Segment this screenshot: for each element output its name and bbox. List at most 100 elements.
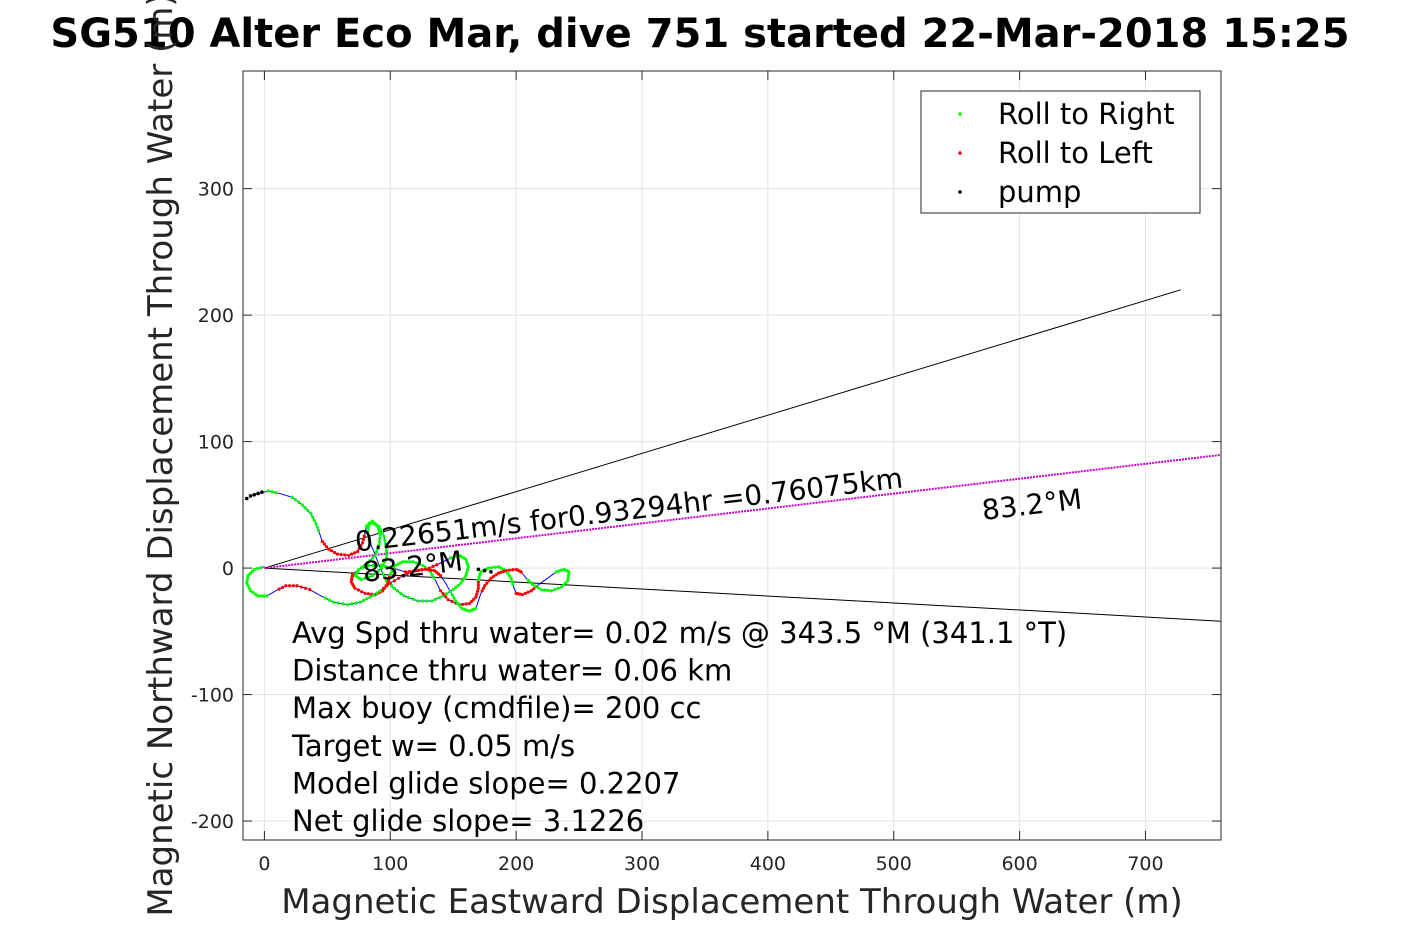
roll-right-point	[376, 524, 380, 528]
roll-left-point	[417, 568, 421, 572]
pump-point	[260, 490, 264, 494]
roll-right-point	[383, 575, 387, 579]
roll-right-point	[496, 565, 501, 569]
pump-point	[482, 568, 487, 573]
roll-left-point	[303, 586, 308, 590]
roll-left-point	[385, 584, 389, 588]
roll-left-point	[361, 537, 366, 541]
roll-left-point	[439, 589, 443, 593]
roll-right-point	[467, 609, 472, 613]
roll-left-point	[491, 574, 496, 579]
legend-marker	[958, 151, 962, 155]
roll-left-point	[464, 602, 468, 606]
roll-right-point	[536, 586, 540, 590]
roll-right-point	[259, 566, 263, 570]
roll-right-point	[297, 500, 301, 504]
roll-right-point	[399, 591, 403, 595]
roll-right-point	[444, 592, 449, 596]
roll-right-point	[507, 574, 512, 578]
roll-right-point	[341, 602, 345, 606]
y-tick-label: 300	[198, 179, 234, 201]
pump-point	[244, 496, 249, 501]
roll-right-point	[357, 567, 361, 571]
roll-left-point	[435, 563, 439, 567]
roll-right-point	[371, 593, 376, 597]
heading-cone-line	[264, 289, 1181, 569]
roll-right-point	[378, 589, 382, 593]
pump-point	[489, 570, 493, 574]
roll-left-point	[335, 552, 340, 556]
roll-right-point	[354, 601, 358, 605]
roll-right-point	[448, 590, 452, 594]
roll-right-point	[303, 506, 307, 510]
roll-right-point	[506, 571, 510, 575]
roll-right-point	[449, 556, 453, 560]
roll-right-point	[452, 555, 456, 559]
roll-right-point	[567, 570, 571, 574]
roll-right-point	[266, 489, 270, 493]
x-tick-label: 100	[372, 853, 408, 875]
roll-left-point	[476, 583, 480, 587]
x-axis-label: Magnetic Eastward Displacement Through W…	[281, 882, 1183, 922]
mean-heading-segment	[264, 453, 1222, 570]
roll-right-point	[250, 569, 254, 574]
roll-right-point	[530, 582, 535, 587]
axes-box	[242, 70, 1222, 841]
roll-left-point	[332, 550, 337, 555]
legend-label: Roll to Left	[998, 136, 1153, 170]
roll-right-point	[382, 534, 386, 539]
roll-right-point	[533, 584, 538, 588]
roll-right-point	[458, 604, 462, 608]
roll-right-point	[554, 570, 559, 574]
roll-right-point	[384, 552, 389, 557]
roll-right-point	[246, 576, 250, 580]
roll-left-point	[287, 584, 292, 588]
heading-cone-lines	[264, 289, 1222, 622]
roll-right-point	[383, 538, 387, 542]
x-tick-label: 0	[258, 853, 270, 875]
roll-right-point	[395, 589, 399, 593]
roll-right-point	[315, 525, 319, 529]
roll-right-point	[510, 579, 514, 583]
summary-note: Model glide slope= 0.2207	[292, 766, 680, 800]
roll-right-point	[396, 562, 400, 566]
roll-right-point	[392, 586, 396, 590]
roll-right-point	[393, 563, 397, 568]
roll-right-point	[361, 598, 366, 603]
roll-right-point	[316, 528, 321, 533]
roll-right-point	[314, 522, 318, 526]
roll-right-point	[375, 563, 379, 568]
roll-right-point	[306, 509, 310, 513]
roll-right-point	[251, 590, 255, 595]
y-axis-label: Magnetic Northward Displacement Through …	[141, 0, 181, 917]
roll-right-point	[460, 579, 465, 583]
roll-left-point	[381, 589, 385, 593]
roll-right-point	[309, 512, 313, 516]
roll-right-point	[383, 559, 387, 563]
roll-right-point	[387, 565, 391, 569]
roll-right-point	[499, 566, 503, 570]
roll-left-point	[277, 587, 281, 591]
roll-right-point	[418, 562, 422, 566]
roll-left-point	[444, 595, 448, 599]
roll-right-point	[245, 579, 249, 583]
y-tick-label: 100	[198, 432, 234, 454]
roll-right-point	[456, 601, 460, 606]
roll-right-point	[366, 525, 371, 529]
roll-right-point	[265, 594, 269, 598]
y-tick-label: 0	[222, 558, 234, 580]
roll-right-point	[367, 575, 371, 579]
x-tick-label: 200	[498, 853, 534, 875]
roll-right-point	[390, 569, 394, 574]
roll-right-point	[450, 593, 454, 597]
roll-right-point	[377, 530, 381, 534]
pump-point	[256, 491, 260, 496]
roll-right-point	[256, 566, 260, 571]
roll-right-point	[248, 589, 253, 593]
roll-left-point	[347, 553, 351, 558]
roll-left-point	[429, 568, 433, 572]
roll-right-point	[566, 573, 571, 577]
roll-left-point	[280, 585, 285, 590]
roll-right-point	[561, 583, 566, 587]
roll-left-point	[308, 587, 312, 592]
